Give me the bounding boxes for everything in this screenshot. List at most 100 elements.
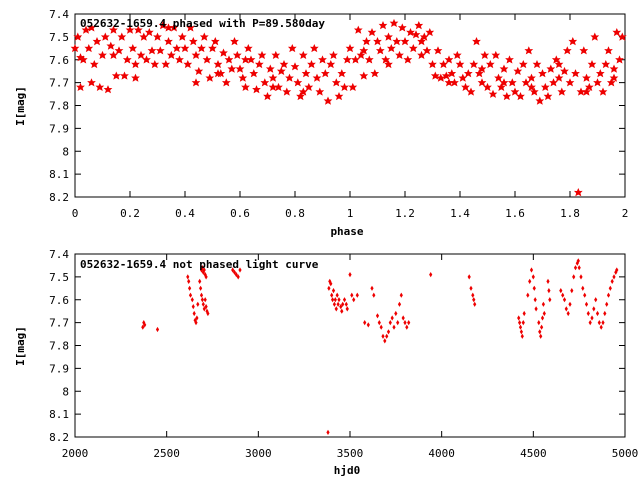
data-point	[95, 83, 104, 91]
data-point	[123, 55, 132, 64]
x-tick-label: 1.8	[560, 207, 580, 220]
data-point	[365, 55, 374, 64]
data-point	[366, 322, 370, 328]
data-point	[147, 46, 157, 55]
data-point	[180, 44, 190, 52]
data-point	[467, 274, 471, 280]
data-point	[610, 278, 614, 284]
data-point	[499, 78, 509, 87]
data-point	[233, 51, 242, 59]
data-point	[381, 333, 385, 339]
data-point	[155, 326, 160, 333]
data-point	[499, 64, 509, 73]
data-point	[609, 64, 619, 73]
data-point	[603, 310, 607, 317]
x-tick-label: 5000	[612, 447, 639, 460]
x-tick-label: 1.6	[505, 207, 525, 220]
data-point	[586, 310, 590, 317]
data-point	[288, 44, 297, 52]
x-tick-label: 0	[72, 207, 79, 220]
data-point	[526, 292, 530, 298]
data-point	[378, 21, 388, 30]
data-point	[192, 310, 196, 317]
data-point	[539, 333, 543, 339]
data-point	[231, 267, 235, 273]
data-point	[532, 285, 536, 291]
data-point	[529, 267, 534, 273]
data-point	[562, 297, 567, 303]
data-point	[547, 288, 551, 294]
data-point	[601, 60, 610, 68]
data-point	[200, 297, 204, 303]
data-point	[389, 19, 399, 27]
data-point	[354, 25, 363, 34]
data-point	[615, 55, 624, 64]
data-point	[399, 292, 403, 298]
data-point	[560, 67, 569, 75]
data-point	[299, 51, 308, 59]
y-tick-label: 7.6	[49, 294, 69, 307]
data-point	[483, 83, 492, 91]
data-point	[575, 260, 579, 266]
data-point	[549, 78, 558, 87]
data-point	[238, 73, 247, 82]
data-point	[310, 44, 319, 52]
data-point	[219, 48, 228, 57]
y-tick-label: 7.8	[49, 100, 69, 113]
data-point	[98, 51, 107, 59]
data-point	[579, 46, 588, 55]
data-point	[464, 69, 473, 78]
data-point	[392, 37, 401, 46]
data-point	[405, 324, 409, 330]
data-point	[202, 55, 212, 64]
data-point	[142, 55, 151, 64]
data-point	[175, 55, 184, 64]
data-point	[197, 44, 206, 52]
data-point	[453, 51, 462, 59]
data-point	[331, 288, 336, 294]
data-point	[331, 297, 335, 303]
data-point	[101, 32, 110, 41]
phased-x-label: phase	[330, 225, 363, 238]
data-point	[363, 320, 367, 326]
data-point	[390, 315, 394, 321]
y-tick-label: 7.7	[49, 317, 69, 330]
data-point	[372, 292, 376, 298]
data-point	[203, 297, 207, 303]
data-point	[337, 297, 341, 303]
data-point	[194, 67, 203, 75]
data-point	[350, 292, 354, 298]
data-point	[193, 317, 197, 323]
x-tick-label: 1.2	[395, 207, 415, 220]
data-point	[201, 301, 205, 307]
data-point	[417, 51, 426, 59]
data-point	[198, 278, 202, 284]
x-tick-label: 2	[622, 207, 629, 220]
data-point	[84, 44, 93, 52]
data-point	[608, 285, 612, 291]
data-point	[520, 333, 524, 339]
data-point	[344, 301, 348, 307]
data-point	[277, 67, 286, 75]
data-point	[172, 44, 181, 52]
data-point	[480, 51, 489, 59]
data-point	[323, 96, 333, 105]
data-point	[491, 51, 500, 59]
data-point	[213, 60, 223, 68]
data-point	[183, 60, 192, 68]
unphased-plot: 7.4 7.5 7.6 7.7 7.8 7.9 8 8.1 8.2 2000 2500 3000 35…	[14, 248, 638, 477]
data-point	[375, 313, 380, 319]
data-point	[279, 60, 289, 68]
data-point	[188, 285, 192, 291]
data-point	[224, 55, 234, 64]
data-point	[599, 324, 603, 330]
data-point	[336, 301, 340, 307]
unphased-points	[141, 258, 619, 435]
data-point	[187, 278, 191, 284]
data-point	[103, 85, 113, 94]
data-point	[537, 320, 541, 326]
data-point	[189, 37, 198, 46]
data-point	[605, 301, 609, 307]
data-point	[522, 310, 526, 317]
data-point	[202, 306, 206, 312]
